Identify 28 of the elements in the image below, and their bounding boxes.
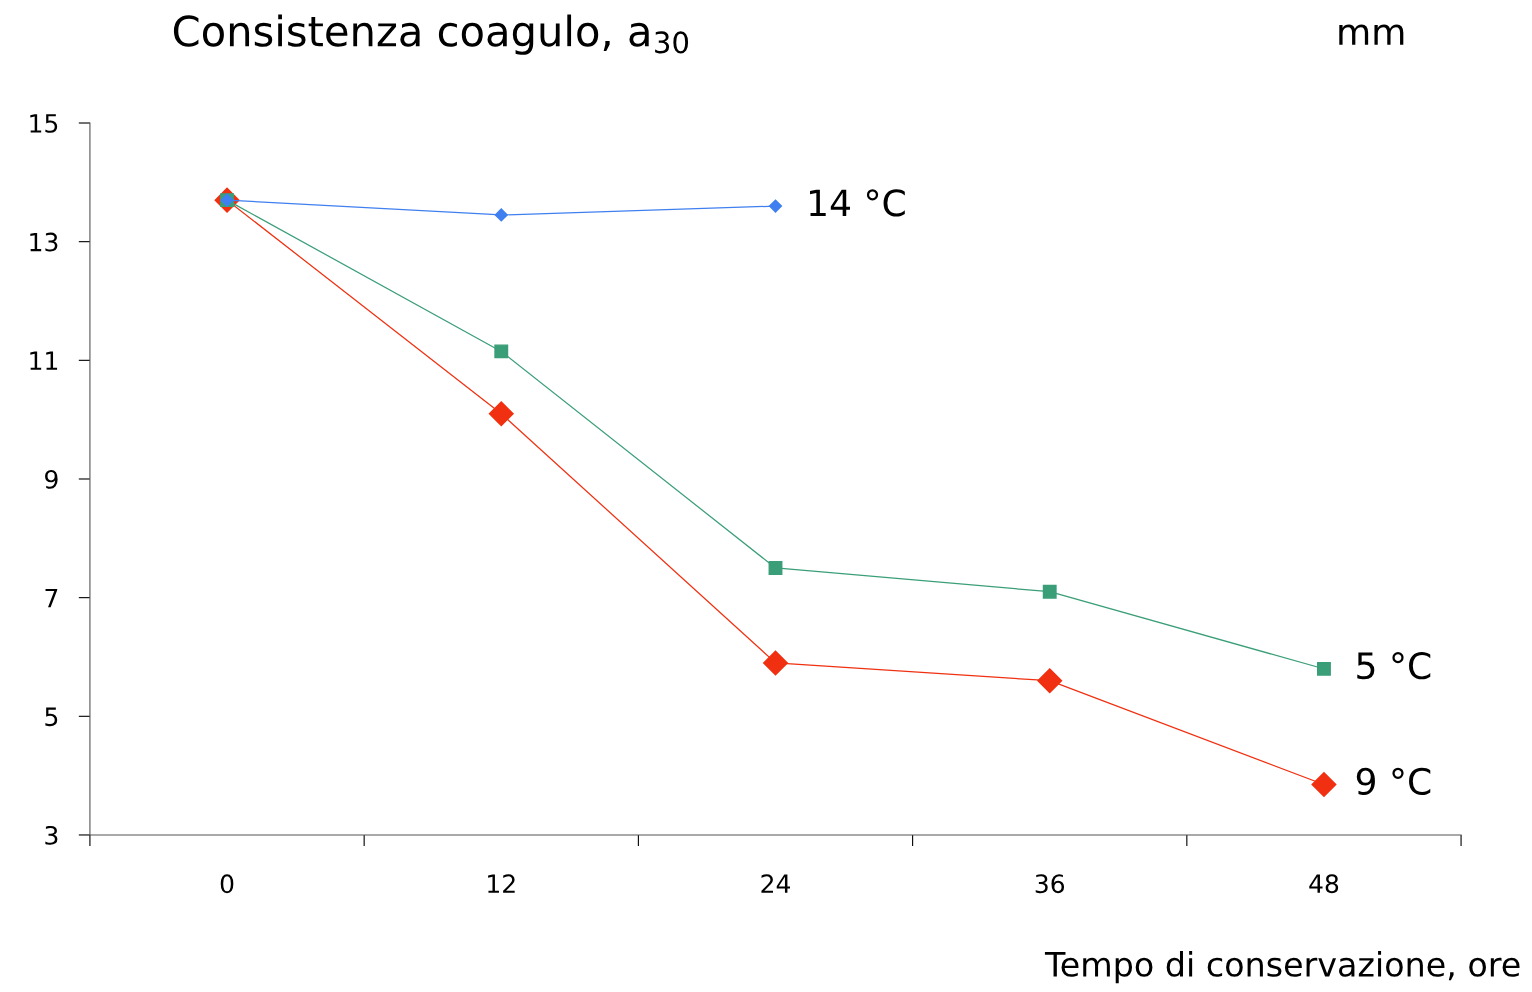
y-tick-label: 9	[45, 469, 58, 489]
series-label: 14 °C	[810, 189, 905, 217]
point	[494, 208, 508, 222]
y-tick-label: 13	[30, 232, 58, 252]
x-tick-label: 36	[1035, 874, 1065, 894]
x-tick-label: 12	[488, 874, 515, 893]
y-tick-label: 11	[30, 351, 58, 370]
series-label: 5 °C	[1357, 652, 1431, 680]
point	[1317, 661, 1331, 676]
x-axis-title: Tempo di conservazione, ore	[1044, 951, 1520, 984]
point	[488, 401, 514, 427]
point	[1037, 668, 1063, 694]
point	[1042, 584, 1057, 599]
x-tick-label: 0	[220, 874, 234, 894]
point	[768, 561, 783, 575]
y-tick-label: 3	[45, 825, 58, 845]
y-axis-title: mm	[1339, 24, 1404, 45]
y-tick-label: 15	[30, 114, 58, 133]
point	[768, 199, 783, 213]
point	[1311, 772, 1337, 798]
y-tick-label: 5	[45, 707, 58, 727]
y-tick-label: 7	[45, 588, 58, 608]
point	[763, 650, 788, 676]
point	[494, 344, 509, 359]
x-tick-label: 24	[761, 874, 790, 893]
x-tick-label: 48	[1309, 874, 1339, 894]
chart-title: Consistenza coagulo, a$_{30}$	[173, 14, 689, 55]
series-label: 9 °C	[1356, 767, 1431, 796]
